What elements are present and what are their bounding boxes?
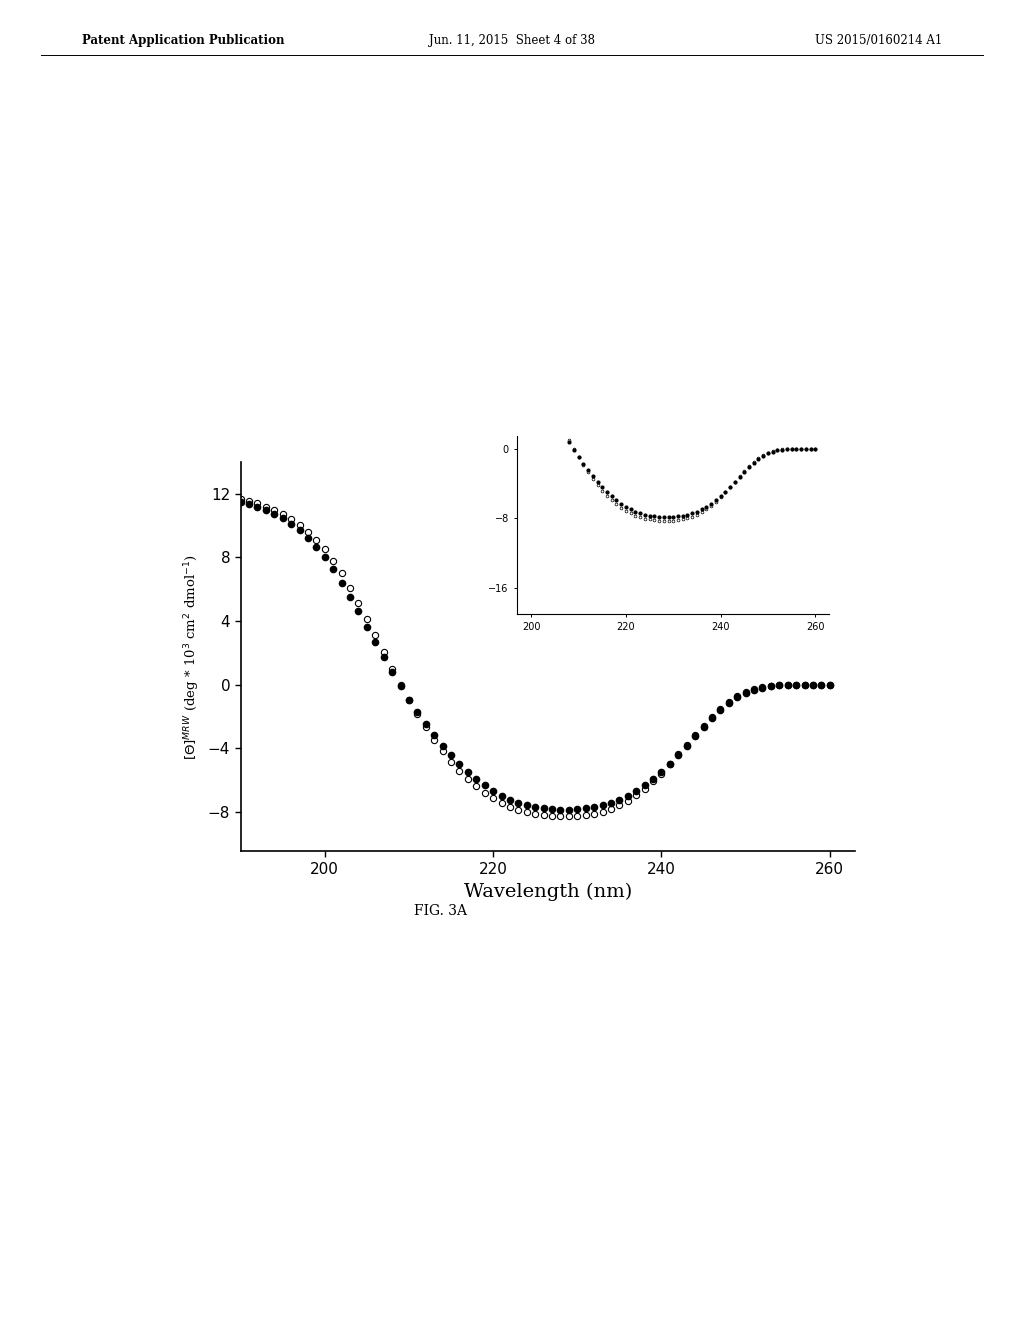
Y-axis label: $[\Theta]^{MRW}$ (deg * 10$^{3}$ cm$^{2}$ dmol$^{-1}$): $[\Theta]^{MRW}$ (deg * 10$^{3}$ cm$^{2}… <box>182 554 203 759</box>
Text: Jun. 11, 2015  Sheet 4 of 38: Jun. 11, 2015 Sheet 4 of 38 <box>429 34 595 48</box>
Text: US 2015/0160214 A1: US 2015/0160214 A1 <box>815 34 942 48</box>
X-axis label: Wavelength (nm): Wavelength (nm) <box>464 882 632 900</box>
Text: Patent Application Publication: Patent Application Publication <box>82 34 285 48</box>
Text: FIG. 3A: FIG. 3A <box>414 904 467 919</box>
